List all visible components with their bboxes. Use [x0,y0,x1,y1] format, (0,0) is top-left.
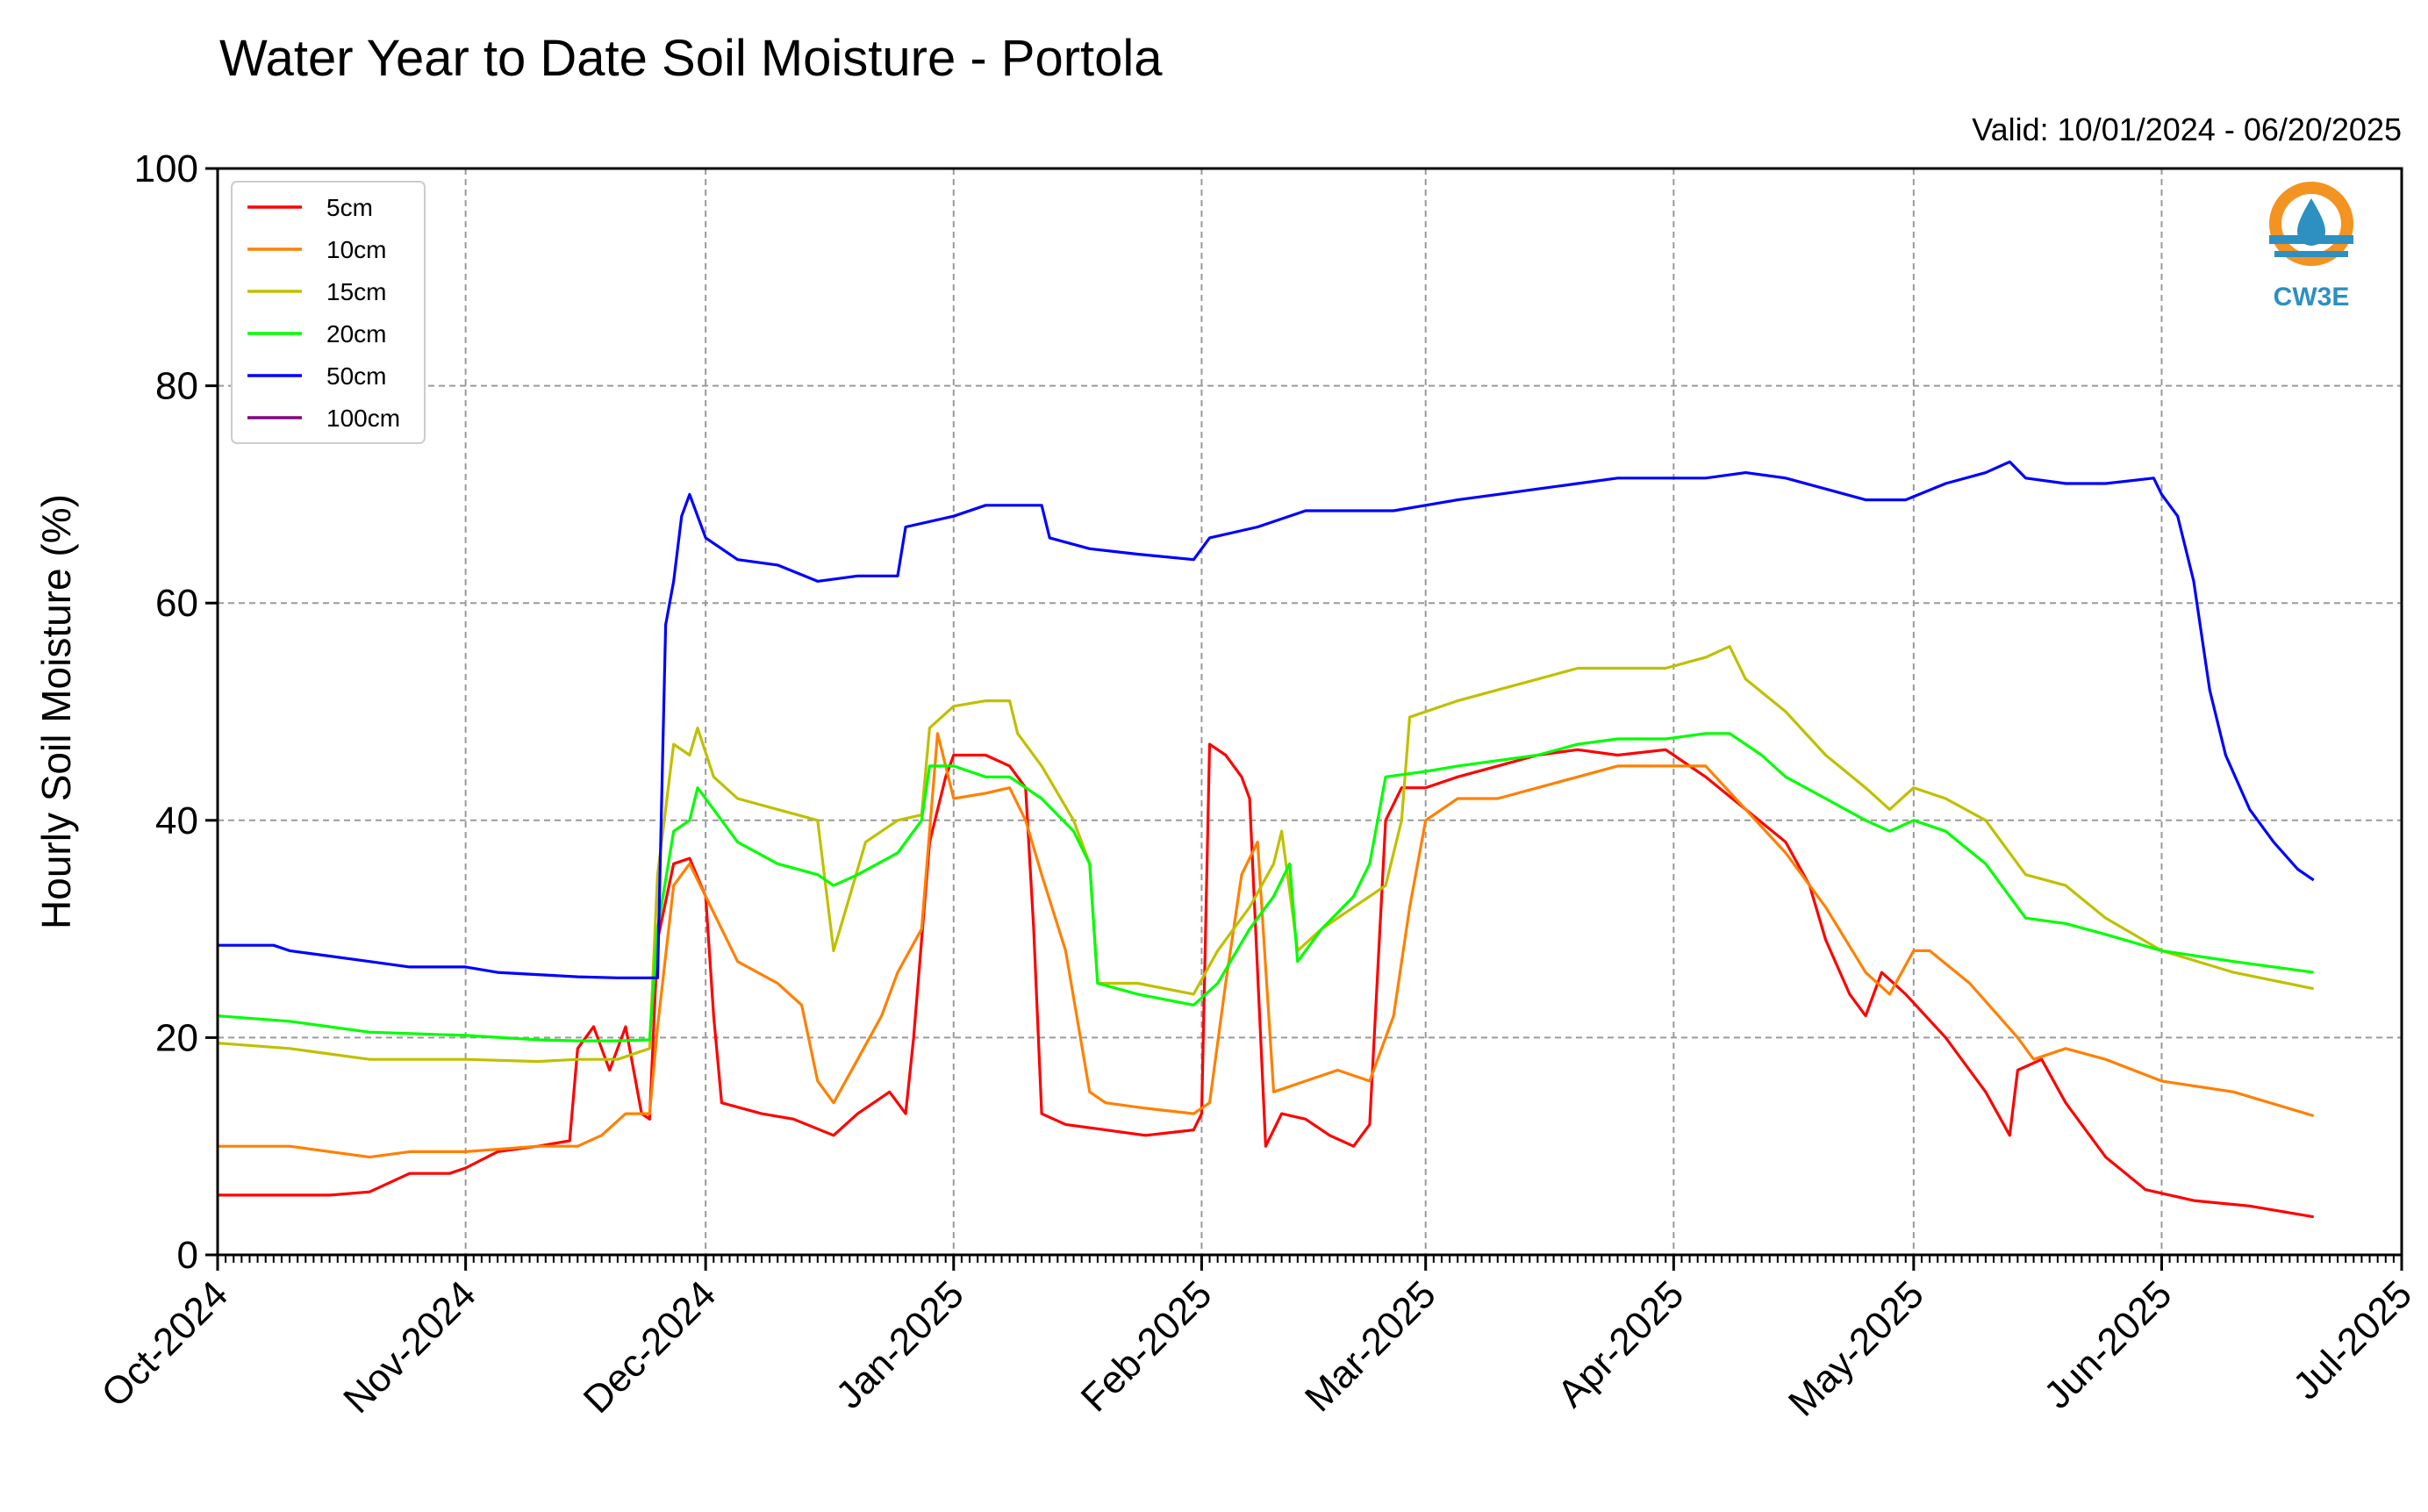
y-tick-label: 80 [155,365,198,408]
minor-ticks [217,1255,2403,1263]
logo-drop-icon [2297,198,2325,246]
legend-box [231,181,426,444]
legend-label-5cm: 5cm [326,194,373,221]
y-tick-label: 60 [155,582,198,625]
logo-text: CW3E [2274,283,2350,312]
plot-frame [216,167,2403,1257]
valid-range: Valid: 10/01/2024 - 06/20/2025 [1972,111,2402,147]
y-axis: 0 20 40 60 80 100 [134,147,218,1277]
y-tick-label: 40 [155,799,198,842]
y-tick-label: 0 [177,1234,198,1277]
y-tick-label: 100 [134,147,198,190]
series-line-5cm [218,742,2314,1219]
series-line-20cm [217,732,2314,1043]
logo-wave-icon [2269,235,2353,257]
series-line-10cm [218,732,2315,1159]
chart-title: Water Year to Date Soil Moisture - Porto… [219,30,1163,87]
y-axis-label: Hourly Soil Moisture (%) [33,494,79,929]
series-line-15cm [217,645,2315,1064]
legend: 5cm 10cm 15cm 20cm 50cm 100cm [231,181,426,444]
cw3e-logo: CW3E [2269,182,2353,312]
series-layer [217,460,2315,1219]
legend-label-10cm: 10cm [326,236,386,263]
legend-label-20cm: 20cm [326,320,386,348]
legend-label-100cm: 100cm [326,405,400,432]
series-line-50cm [218,460,2315,979]
y-tick-label: 20 [155,1016,198,1059]
grid-lines [218,168,2402,1255]
legend-label-15cm: 15cm [326,278,386,305]
legend-label-50cm: 50cm [326,362,386,390]
